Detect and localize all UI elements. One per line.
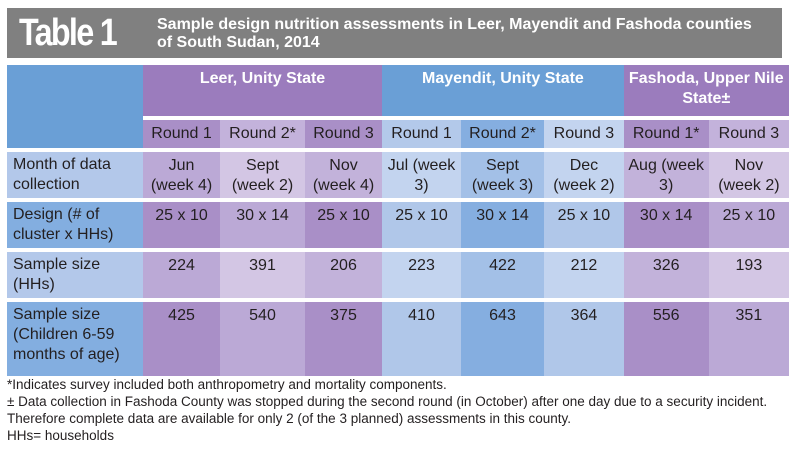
row-label: Design (# of cluster x HHs) (7, 202, 143, 248)
table-row: Sample size (HHs) 224 391 206 223 422 212 326 19… (7, 252, 789, 298)
round-header: Round 3 (708, 116, 789, 148)
table-cell: 224 (142, 252, 221, 298)
table-cell: Nov (week 4) (304, 152, 383, 198)
round-header: Round 3 (304, 116, 383, 148)
table-cell: 540 (220, 302, 305, 376)
table-row: Design (# of cluster x HHs) 25 x 10 30 x 1… (7, 202, 789, 248)
table-cell: Dec (week 2) (544, 152, 624, 198)
table-cell: 25 x 10 (708, 202, 789, 248)
group-header: Mayendit, Unity State (382, 65, 624, 116)
table-cell: 193 (708, 252, 789, 298)
round-header: Round 2* (460, 116, 545, 148)
footnotes: *Indicates survey included both anthropo… (7, 376, 787, 444)
round-header: Round 1 (142, 116, 221, 148)
footnote-asterisk: *Indicates survey included both anthropo… (7, 377, 447, 392)
sample-design-table: Leer, Unity State Mayendit, Unity State Fa… (7, 65, 789, 376)
table-cell: 25 x 10 (544, 202, 624, 248)
table-cell: 30 x 14 (623, 202, 709, 248)
footnote-plusminus: ± Data collection in Fashoda County was … (7, 394, 768, 426)
table-cell: 326 (623, 252, 709, 298)
table-cell: Sept (week 2) (220, 152, 305, 198)
table-cell: 351 (708, 302, 789, 376)
table-title-bar: Table 1 Sample design nutrition assessme… (7, 8, 782, 58)
table-row: Month of data collection Jun (week 4) Sept… (7, 152, 789, 198)
group-header: Fashoda, Upper Nile State± (623, 65, 789, 116)
table-cell: 556 (623, 302, 709, 376)
round-header: Round 3 (544, 116, 624, 148)
row-label: Sample size (Children 6-59 months of age… (7, 302, 143, 376)
table-cell: 30 x 14 (460, 202, 545, 248)
table-cell: 25 x 10 (304, 202, 383, 248)
table-number: Table 1 (19, 12, 118, 54)
table-cell: 422 (460, 252, 545, 298)
round-header: Round 1* (623, 116, 709, 148)
table-cell: 425 (142, 302, 221, 376)
table-cell: 223 (382, 252, 461, 298)
round-header: Round 2* (220, 116, 305, 148)
table-cell: 643 (460, 302, 545, 376)
table-cell: Jun (week 4) (142, 152, 221, 198)
table-cell: 212 (544, 252, 624, 298)
table-cell: 30 x 14 (220, 202, 305, 248)
table-cell: 364 (544, 302, 624, 376)
table-cell: 206 (304, 252, 383, 298)
table-cell: 410 (382, 302, 461, 376)
round-header: Round 1 (382, 116, 461, 148)
table-cell: Nov (week 2) (708, 152, 789, 198)
table-cell: Aug (week 3) (623, 152, 709, 198)
header-corner (7, 65, 143, 148)
table-caption: Sample design nutrition assessments in L… (157, 16, 752, 51)
table-cell: Jul (week 3) (382, 152, 461, 198)
footnote-abbrev: HHs= households (7, 428, 114, 443)
row-label: Month of data collection (7, 152, 143, 198)
table-cell: Sept (week 3) (460, 152, 545, 198)
round-row: Round 1 Round 2* Round 3 Round 1 Round 2* Rou… (7, 116, 789, 148)
table-cell: 391 (220, 252, 305, 298)
table-cell: 375 (304, 302, 383, 376)
row-label: Sample size (HHs) (7, 252, 143, 298)
group-header-row: Leer, Unity State Mayendit, Unity State Fa… (7, 65, 789, 148)
table-cell: 25 x 10 (142, 202, 221, 248)
table-row: Sample size (Children 6-59 months of age… (7, 302, 789, 376)
group-header: Leer, Unity State (142, 65, 383, 116)
table-cell: 25 x 10 (382, 202, 461, 248)
